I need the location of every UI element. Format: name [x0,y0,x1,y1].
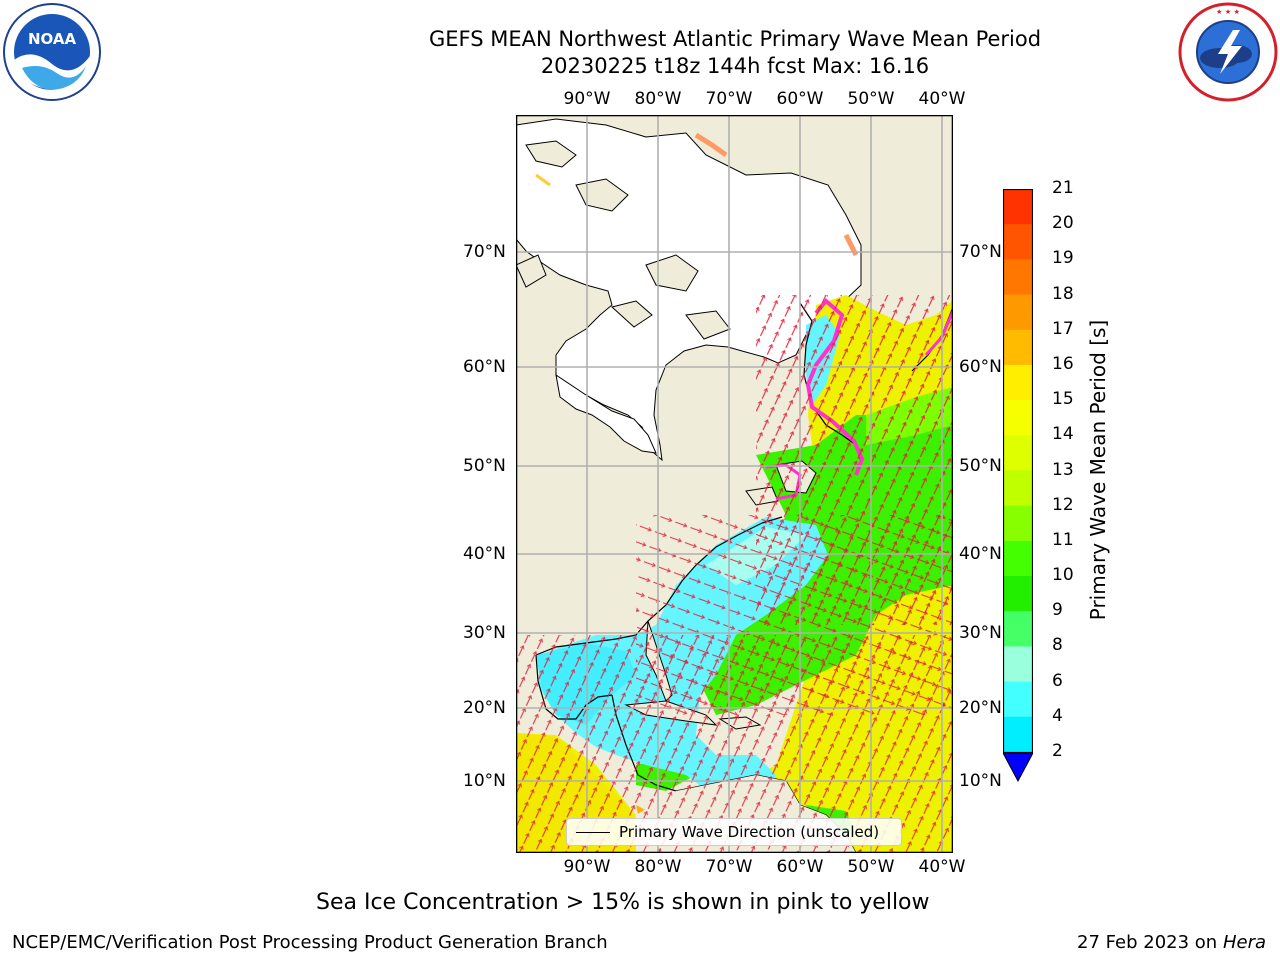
colorbar-band [1003,681,1033,718]
lon-label-bottom-90w: 90°W [563,857,611,877]
sea-ice-caption: Sea Ice Concentration > 15% is shown in … [316,890,930,915]
colorbar-tick-label: 9 [1052,600,1063,621]
lat-label-left-40n: 40°N [463,544,506,564]
lon-label-top-60w: 60°W [776,89,824,109]
lon-label-bottom-60w: 60°W [776,857,824,877]
lat-label-left-60n: 60°N [463,357,506,377]
colorbar-band [1003,224,1033,260]
colorbar-tick-label: 6 [1052,670,1063,691]
colorbar-band [1003,505,1033,542]
colorbar-tick-label: 17 [1052,318,1074,339]
lat-label-right-70n: 70°N [959,242,1002,262]
colorbar-band [1003,576,1033,612]
chart-title: GEFS MEAN Northwest Atlantic Primary Wav… [300,26,1170,80]
noaa-logo-text: NOAA [28,30,77,48]
svg-text:★ ★ ★: ★ ★ ★ [1216,8,1240,16]
colorbar-band [1003,540,1033,577]
colorbar-tick-label: 12 [1052,494,1074,515]
colorbar-tick-label: 21 [1052,178,1074,198]
colorbar-tick-label: 4 [1052,705,1063,726]
footer-branch: NCEP/EMC/Verification Post Processing Pr… [12,932,608,953]
lat-label-left-50n: 50°N [463,456,506,476]
colorbar-tick-label: 18 [1052,283,1074,304]
colorbar-band [1003,470,1033,507]
lon-label-bottom-50w: 50°W [847,857,895,877]
colorbar-band [1003,611,1033,647]
title-line-2: 20230225 t18z 144h fcst Max: 16.16 [540,54,930,78]
lat-label-left-10n: 10°N [463,771,506,791]
colorbar-band [1003,189,1033,225]
colorbar-tick-label: 10 [1052,565,1074,586]
noaa-logo: NOAA [2,2,102,102]
footer-host: Hera [1222,932,1266,953]
lon-label-top-90w: 90°W [563,89,611,109]
legend-label: Primary Wave Direction (unscaled) [619,823,880,841]
colorbar-band [1003,329,1033,366]
nws-logo: ★ ★ ★ [1178,2,1278,102]
colorbar-tick-label: 19 [1052,248,1074,269]
lat-label-right-40n: 40°N [959,544,1002,564]
wave-period-map [516,115,953,853]
lon-label-bottom-70w: 70°W [705,857,753,877]
lon-label-top-80w: 80°W [634,89,682,109]
colorbar-band [1003,294,1033,331]
colorbar-tick-label: 20 [1052,213,1074,234]
colorbar-tick-label: 13 [1052,459,1074,480]
footer-date: 27 Feb 2023 on Hera [1077,932,1266,953]
colorbar-title: Primary Wave Mean Period [s] [1086,319,1110,621]
lon-label-top-40w: 40°W [918,89,966,109]
lat-label-right-60n: 60°N [959,357,1002,377]
lat-label-left-20n: 20°N [463,698,506,718]
footer-date-text: 27 Feb 2023 on [1077,932,1218,953]
lat-label-right-20n: 20°N [959,698,1002,718]
colorbar-band [1003,716,1033,753]
lon-label-top-50w: 50°W [847,89,895,109]
lat-label-right-30n: 30°N [959,623,1002,643]
graticule [516,115,953,853]
colorbar-band [1003,364,1033,401]
legend-line-swatch [576,832,610,833]
colorbar-tick-label: 15 [1052,389,1074,410]
title-line-1: GEFS MEAN Northwest Atlantic Primary Wav… [428,27,1042,51]
hudson-bay [555,373,657,454]
lon-label-bottom-40w: 40°W [918,857,966,877]
lat-label-left-70n: 70°N [463,242,506,262]
lat-label-left-30n: 30°N [463,623,506,643]
lon-label-bottom-80w: 80°W [634,857,682,877]
colorbar-band [1003,400,1033,436]
colorbar-tick-label: 11 [1052,529,1074,550]
colorbar-band [1003,435,1033,471]
lat-label-right-10n: 10°N [959,771,1002,791]
colorbar-band [1003,646,1033,683]
colorbar-tick-label: 16 [1052,353,1074,374]
colorbar [1003,189,1033,783]
lat-label-right-50n: 50°N [959,456,1002,476]
colorbar-tick-label: 8 [1052,635,1063,656]
colorbar-tick-label: 14 [1052,424,1074,445]
map-legend: Primary Wave Direction (unscaled) [566,818,902,846]
wave-direction-arrows-south [516,635,953,853]
colorbar-tick-label: 2 [1052,741,1063,761]
colorbar-band [1003,259,1033,296]
lon-label-top-70w: 70°W [705,89,753,109]
